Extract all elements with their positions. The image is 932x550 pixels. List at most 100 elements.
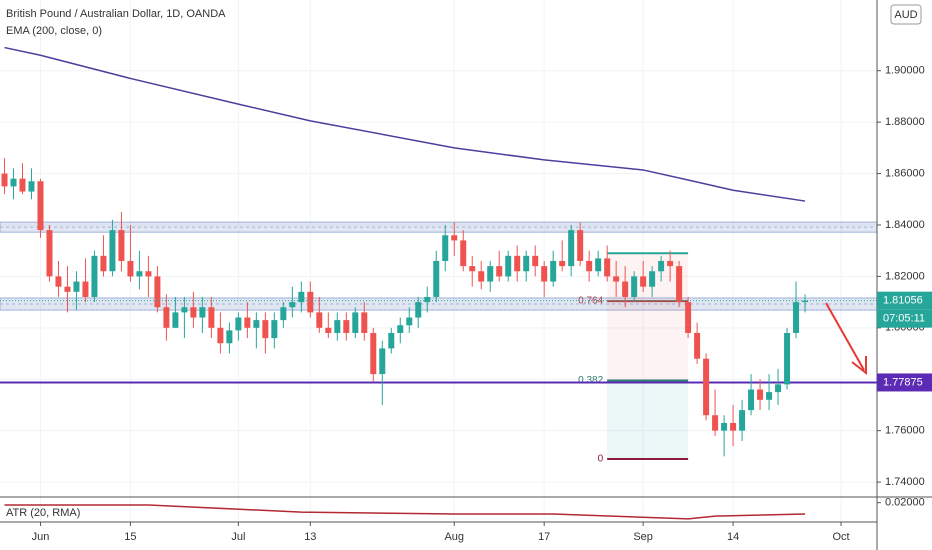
candle-body	[730, 422, 737, 431]
candle-body	[793, 302, 800, 333]
candle-body	[208, 307, 215, 328]
x-tick-label: 13	[304, 531, 316, 543]
atr-legend: ATR (20, RMA)	[6, 507, 80, 519]
candle-body	[253, 320, 260, 328]
candle-body	[46, 230, 53, 277]
candle-body	[631, 276, 638, 297]
candle-body	[82, 281, 89, 297]
fib-label: 0.764	[578, 296, 603, 307]
countdown-box	[877, 309, 932, 328]
currency-box	[890, 4, 922, 25]
candle-body	[577, 230, 584, 261]
candle-body	[496, 266, 503, 277]
ema-line	[4, 46, 806, 202]
candle-body	[505, 255, 512, 277]
candle-body	[154, 276, 161, 308]
candle-body	[748, 389, 755, 411]
candle-body	[541, 266, 548, 282]
candle-body	[235, 317, 242, 331]
candle-body	[478, 271, 485, 282]
candle-body	[397, 325, 404, 333]
candle-body	[532, 255, 539, 267]
candle-body	[226, 330, 233, 344]
candle-body	[91, 255, 98, 297]
candle-body	[289, 302, 296, 308]
candle-body	[406, 317, 413, 326]
y-tick-label: 1.88000	[885, 116, 925, 128]
candle-body	[298, 291, 305, 303]
candle-body	[766, 392, 773, 400]
ema-legend: EMA (200, close, 0)	[6, 25, 102, 37]
candle-body	[379, 348, 386, 375]
candle-body	[667, 260, 674, 267]
candle-body	[604, 258, 611, 277]
candle-body	[19, 178, 26, 192]
candle-body	[64, 286, 71, 292]
candle-body	[37, 181, 44, 231]
candle-body	[181, 307, 188, 313]
candle-body	[739, 410, 746, 431]
last-price-box	[877, 291, 932, 310]
last-price-label: 1.81056	[883, 295, 923, 307]
candle-body	[316, 312, 323, 328]
candle-body	[100, 255, 107, 272]
candle-body	[280, 307, 287, 321]
candle-body	[721, 422, 728, 431]
candle-body	[703, 358, 710, 416]
candle-body	[658, 260, 665, 272]
candle-body	[325, 327, 332, 333]
candle-body	[424, 296, 431, 303]
candle-body	[109, 230, 116, 272]
fib-zone-upper	[607, 253, 689, 381]
candle-body	[217, 327, 224, 344]
candle-body	[307, 291, 314, 313]
fib-label: 0.382	[578, 375, 603, 386]
x-tick-label: Sep	[633, 531, 653, 543]
arrow	[825, 302, 867, 376]
candle-body	[442, 235, 449, 261]
candle-body	[694, 332, 701, 359]
candle-body	[415, 302, 422, 318]
candle-body	[28, 181, 35, 192]
candle-body	[568, 230, 575, 267]
candle-body	[550, 260, 557, 282]
candle-body	[559, 260, 566, 267]
currency: AUD	[894, 9, 917, 21]
countdown: 07:05:11	[883, 313, 925, 325]
candle-body	[622, 281, 629, 297]
chart-title: British Pound / Australian Dollar, 1D, O…	[6, 8, 226, 20]
candle-body	[712, 415, 719, 431]
x-tick-label: Jun	[32, 531, 50, 543]
candle-body	[523, 255, 530, 272]
candle-body	[586, 260, 593, 272]
candle-body	[388, 332, 395, 349]
candle-body	[190, 307, 197, 318]
candle-body	[10, 178, 17, 187]
candle-body	[676, 266, 683, 303]
fib-zone-lower	[607, 380, 689, 459]
y-tick-label: 1.76000	[885, 425, 925, 437]
hline-price-box	[877, 373, 932, 392]
candle-body	[118, 230, 125, 261]
candle-body	[127, 260, 134, 277]
candle-body	[55, 276, 62, 287]
candle-body	[802, 300, 809, 303]
candle-body	[514, 255, 521, 272]
x-tick-label: 14	[727, 531, 739, 543]
x-tick-label: 15	[124, 531, 136, 543]
y-tick-label: 1.84000	[885, 219, 925, 231]
candle-body	[613, 276, 620, 282]
y-tick-label: 0.02000	[885, 497, 925, 509]
plot: 0.764 0.382 0	[0, 46, 878, 520]
candle-body	[352, 312, 359, 333]
candle-body	[595, 258, 602, 272]
candle-body	[460, 240, 467, 267]
candle-body	[487, 266, 494, 282]
candle-body	[163, 307, 170, 328]
candle-body	[145, 271, 152, 277]
candle-body	[649, 271, 656, 287]
candle-body	[433, 260, 440, 297]
x-tick-label: 17	[538, 531, 550, 543]
